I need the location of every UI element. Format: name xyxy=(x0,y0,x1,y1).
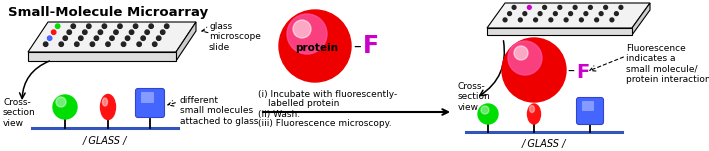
Circle shape xyxy=(56,97,66,107)
Text: (ii) Wash.: (ii) Wash. xyxy=(258,110,300,119)
Circle shape xyxy=(43,42,48,46)
Circle shape xyxy=(503,18,507,22)
Circle shape xyxy=(595,18,598,22)
Text: Cross-
section
view: Cross- section view xyxy=(3,98,35,128)
Circle shape xyxy=(554,12,557,16)
Text: –: – xyxy=(568,65,574,79)
Circle shape xyxy=(538,12,542,16)
Circle shape xyxy=(518,18,523,22)
Circle shape xyxy=(48,36,52,40)
Circle shape xyxy=(287,14,327,54)
Circle shape xyxy=(599,12,603,16)
Text: / GLASS /: / GLASS / xyxy=(83,136,127,146)
Circle shape xyxy=(564,18,568,22)
Circle shape xyxy=(508,12,511,16)
Text: Fluorescence
indicates a
small molecule/
protein interaction: Fluorescence indicates a small molecule/… xyxy=(626,44,709,84)
Circle shape xyxy=(106,42,110,46)
Circle shape xyxy=(542,5,547,9)
Circle shape xyxy=(164,24,169,28)
Text: different
small molecules
attached to glass: different small molecules attached to gl… xyxy=(180,96,258,126)
Circle shape xyxy=(86,24,91,28)
Text: F: F xyxy=(576,63,590,82)
Circle shape xyxy=(149,24,153,28)
Circle shape xyxy=(94,36,99,40)
Circle shape xyxy=(615,12,618,16)
Circle shape xyxy=(481,106,489,114)
Text: Small-Molecule Microarray: Small-Molecule Microarray xyxy=(8,6,208,19)
Circle shape xyxy=(157,36,161,40)
Ellipse shape xyxy=(101,95,116,119)
Circle shape xyxy=(67,30,72,34)
Ellipse shape xyxy=(527,104,540,124)
Circle shape xyxy=(113,30,118,34)
Ellipse shape xyxy=(530,106,535,112)
Circle shape xyxy=(502,38,566,102)
FancyBboxPatch shape xyxy=(135,88,164,117)
Circle shape xyxy=(133,24,138,28)
Circle shape xyxy=(569,12,572,16)
Circle shape xyxy=(110,36,114,40)
Text: F: F xyxy=(363,34,379,58)
Circle shape xyxy=(63,36,67,40)
Circle shape xyxy=(588,5,592,9)
Circle shape xyxy=(619,5,623,9)
Text: (iii) Fluorescence microscopy.: (iii) Fluorescence microscopy. xyxy=(258,119,391,128)
Circle shape xyxy=(604,5,608,9)
Circle shape xyxy=(59,42,63,46)
Circle shape xyxy=(508,41,542,75)
Circle shape xyxy=(145,30,150,34)
Circle shape xyxy=(579,18,584,22)
Circle shape xyxy=(523,12,527,16)
Polygon shape xyxy=(28,22,196,52)
Circle shape xyxy=(293,20,311,38)
Circle shape xyxy=(99,30,103,34)
Polygon shape xyxy=(176,22,196,61)
Circle shape xyxy=(118,24,122,28)
Text: –: – xyxy=(353,39,361,53)
Circle shape xyxy=(129,30,134,34)
Ellipse shape xyxy=(103,98,108,106)
Circle shape xyxy=(152,42,157,46)
Circle shape xyxy=(79,36,83,40)
Polygon shape xyxy=(632,3,650,35)
Circle shape xyxy=(53,95,77,119)
Circle shape xyxy=(55,24,60,28)
Polygon shape xyxy=(487,3,650,28)
Circle shape xyxy=(125,36,130,40)
Circle shape xyxy=(534,18,537,22)
Circle shape xyxy=(71,24,75,28)
FancyBboxPatch shape xyxy=(582,101,594,111)
Text: labelled protein: labelled protein xyxy=(268,99,340,108)
Circle shape xyxy=(121,42,125,46)
Circle shape xyxy=(102,24,106,28)
Circle shape xyxy=(558,5,562,9)
Circle shape xyxy=(279,10,351,82)
Circle shape xyxy=(514,46,528,60)
FancyBboxPatch shape xyxy=(576,98,603,125)
Circle shape xyxy=(512,5,516,9)
Circle shape xyxy=(549,18,553,22)
Circle shape xyxy=(160,30,165,34)
FancyBboxPatch shape xyxy=(141,92,154,103)
Text: protein: protein xyxy=(296,43,338,53)
Text: / GLASS /: / GLASS / xyxy=(522,139,566,149)
Circle shape xyxy=(83,30,87,34)
Polygon shape xyxy=(28,52,176,61)
Circle shape xyxy=(478,104,498,124)
Polygon shape xyxy=(487,28,632,35)
Text: Cross-
section
view: Cross- section view xyxy=(458,82,491,112)
Circle shape xyxy=(573,5,577,9)
Circle shape xyxy=(584,12,588,16)
Circle shape xyxy=(141,36,145,40)
Text: glass
microscope
slide: glass microscope slide xyxy=(209,22,261,52)
Text: (i) Incubate with fluorescently-: (i) Incubate with fluorescently- xyxy=(258,90,397,99)
Circle shape xyxy=(527,5,531,9)
Circle shape xyxy=(52,30,56,34)
Circle shape xyxy=(137,42,141,46)
Circle shape xyxy=(610,18,614,22)
Circle shape xyxy=(90,42,94,46)
Circle shape xyxy=(74,42,79,46)
